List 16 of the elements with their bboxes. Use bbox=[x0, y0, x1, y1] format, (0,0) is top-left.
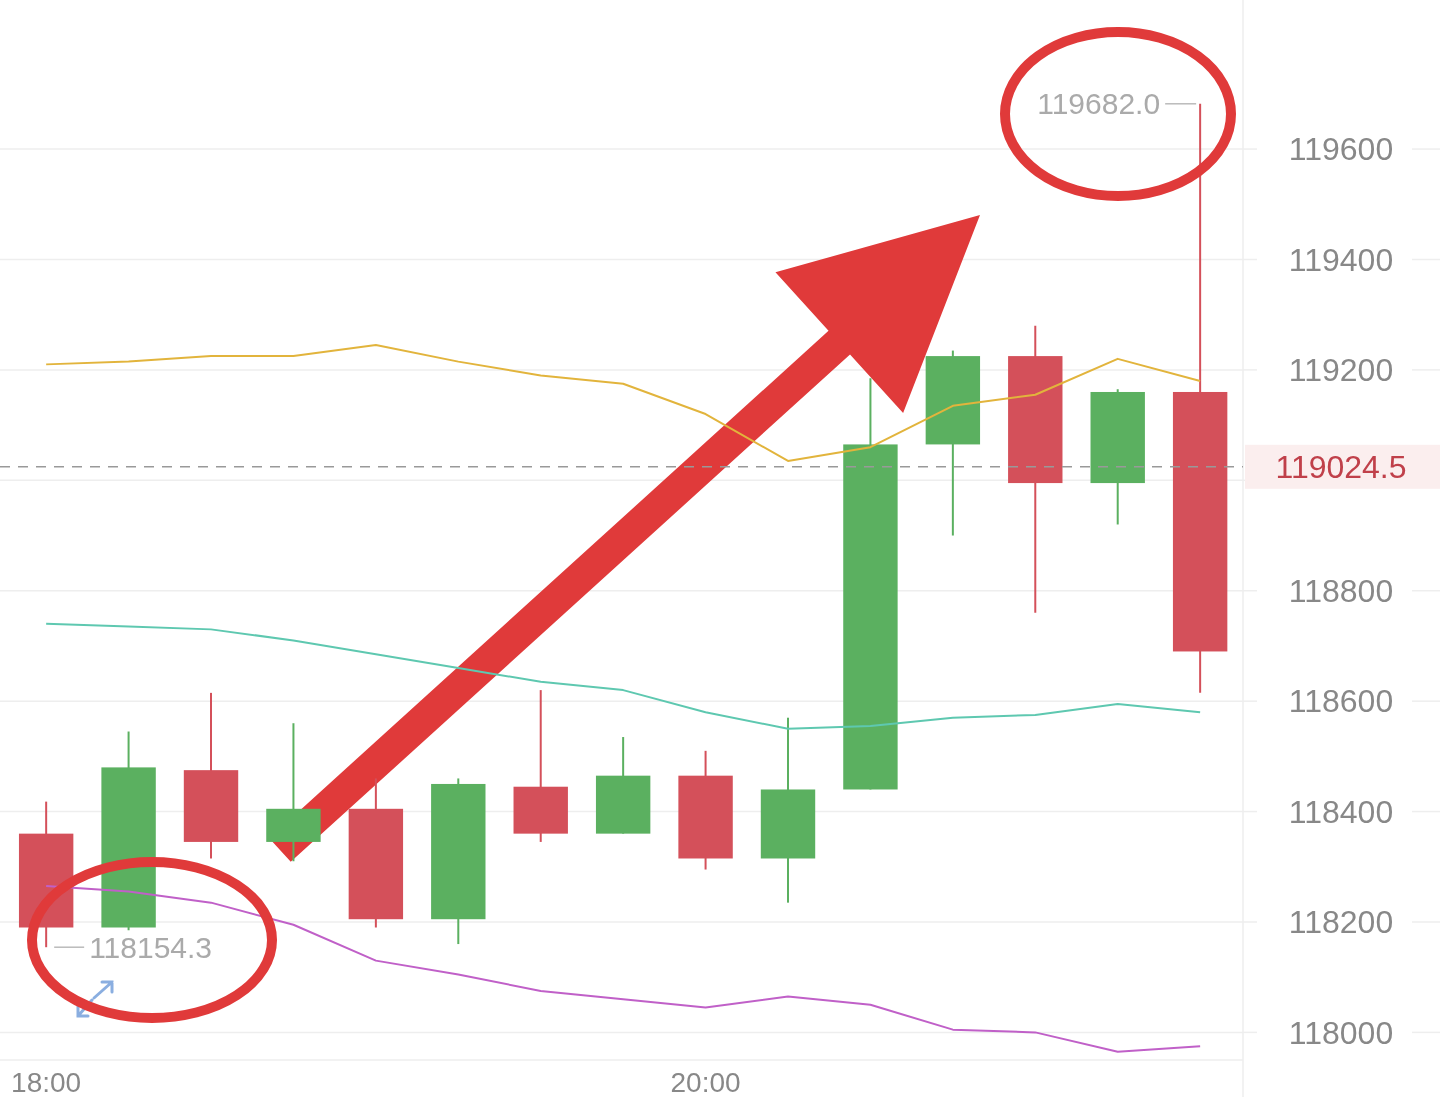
y-tick-label: 118200 bbox=[1288, 904, 1394, 941]
line-series bbox=[45, 622, 1202, 730]
y-tick-label: 119200 bbox=[1288, 352, 1394, 389]
ref-line-label: 119024.5 bbox=[1275, 448, 1407, 485]
y-tick-label: 119400 bbox=[1288, 241, 1394, 278]
line-series bbox=[45, 885, 1202, 1053]
y-tick-label: 118400 bbox=[1288, 793, 1394, 830]
y-tick-label: 119600 bbox=[1288, 131, 1394, 168]
y-tick-label: 118800 bbox=[1288, 572, 1394, 609]
y-tick-label: 118600 bbox=[1288, 683, 1394, 720]
x-tick-label: 20:00 bbox=[670, 1067, 741, 1097]
y-tick-label: 118000 bbox=[1288, 1014, 1394, 1051]
annotation: 119682.0 bbox=[1037, 87, 1161, 121]
line-series bbox=[45, 344, 1202, 462]
annotation: 118154.3 bbox=[89, 930, 213, 964]
x-tick-label: 18:00 bbox=[11, 1067, 82, 1097]
